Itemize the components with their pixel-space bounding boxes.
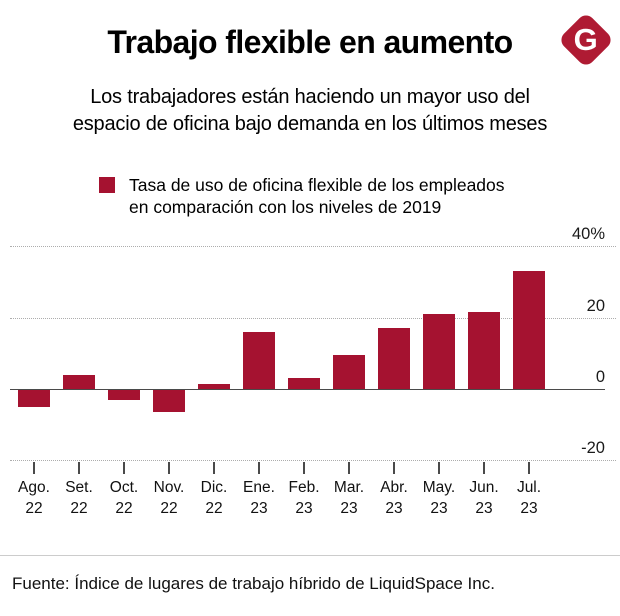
x-axis-label-feb-23: Feb. 23 xyxy=(288,479,320,517)
chart-bar-feb-23 xyxy=(288,378,320,389)
x-axis-tick-dic-22 xyxy=(213,462,215,474)
x-axis-tick-jun-23 xyxy=(483,462,485,474)
x-axis-tick-set-22 xyxy=(78,462,80,474)
y-axis-label-0: 0 xyxy=(595,368,605,386)
x-axis-label-set-22: Set. 22 xyxy=(65,479,93,517)
y-axis-label--20: -20 xyxy=(581,439,605,458)
chart-subtitle: Los trabajadores están haciendo un mayor… xyxy=(0,84,620,138)
legend-swatch xyxy=(99,177,115,193)
chart-bar-mar-23 xyxy=(333,355,365,389)
x-axis-tick-oct-22 xyxy=(123,462,125,474)
chart-bar-dic-22 xyxy=(198,383,230,389)
chart-bar-nov-22 xyxy=(153,389,185,413)
chart-bar-oct-22 xyxy=(108,389,140,400)
x-axis-label-nov-22: Nov. 22 xyxy=(153,479,185,517)
chart-subtitle-line1: Los trabajadores están haciendo un mayor… xyxy=(90,86,530,108)
chart-title: Trabajo flexible en aumento xyxy=(107,24,513,60)
chart-bar-set-22 xyxy=(63,374,95,389)
x-axis-tick-abr-23 xyxy=(393,462,395,474)
legend-label-line1: Tasa de uso de oficina flexible de los e… xyxy=(129,175,505,195)
x-axis-label-dic-22: Dic. 22 xyxy=(200,479,228,517)
chart-bar-ago-22 xyxy=(18,389,50,407)
chart-subtitle-line2: espacio de oficina bajo demanda en los ú… xyxy=(72,113,548,135)
gridline-0 xyxy=(10,389,605,390)
legend-label-line2: en comparación con los niveles de 2019 xyxy=(129,197,442,217)
gridline-20 xyxy=(10,317,616,319)
x-axis-tick-jul-23 xyxy=(528,462,530,474)
chart-bar-may-23 xyxy=(423,314,455,389)
x-axis-tick-may-23 xyxy=(438,462,440,474)
x-axis-label-ene-23: Ene. 23 xyxy=(243,479,275,517)
chart-bar-abr-23 xyxy=(378,328,410,389)
x-axis-tick-feb-23 xyxy=(303,462,305,474)
x-axis-label-may-23: May. 23 xyxy=(422,479,456,517)
chart-bar-jul-23 xyxy=(513,271,545,389)
plot-area: 40% 20 0 -20 Ago. 22 Set. 22 Oct. 22 Nov. 22 Dic. 22 E… xyxy=(0,225,620,530)
y-axis-label-40: 40% xyxy=(571,225,605,244)
x-axis-label-abr-23: Abr. 23 xyxy=(380,479,408,517)
chart-bar-jun-23 xyxy=(468,312,500,389)
x-axis-tick-ene-23 xyxy=(258,462,260,474)
gridline-40 xyxy=(10,246,616,248)
legend: Tasa de uso de oficina flexible de los e… xyxy=(99,174,505,218)
x-axis-label-ago-22: Ago. 22 xyxy=(18,479,50,517)
footer-divider xyxy=(0,555,620,556)
x-axis-tick-mar-23 xyxy=(348,462,350,474)
source-note: Fuente: Índice de lugares de trabajo híb… xyxy=(12,574,495,593)
x-axis-tick-ago-22 xyxy=(33,462,35,474)
y-axis-label-20: 20 xyxy=(586,296,605,315)
bar-chart: 40% 20 0 -20 Ago. 22 Set. 22 Oct. 22 Nov. 22 Dic. 22 E… xyxy=(0,225,620,530)
x-axis-label-jul-23: Jul. 23 xyxy=(516,479,542,517)
x-axis-label-mar-23: Mar. 23 xyxy=(333,479,365,517)
gridline--20 xyxy=(10,460,616,462)
x-axis-label-oct-22: Oct. 22 xyxy=(109,479,139,517)
x-axis-tick-nov-22 xyxy=(168,462,170,474)
legend-label: Tasa de uso de oficina flexible de los e… xyxy=(129,174,505,218)
x-axis-label-jun-23: Jun. 23 xyxy=(469,479,499,517)
chart-bar-ene-23 xyxy=(243,331,275,389)
